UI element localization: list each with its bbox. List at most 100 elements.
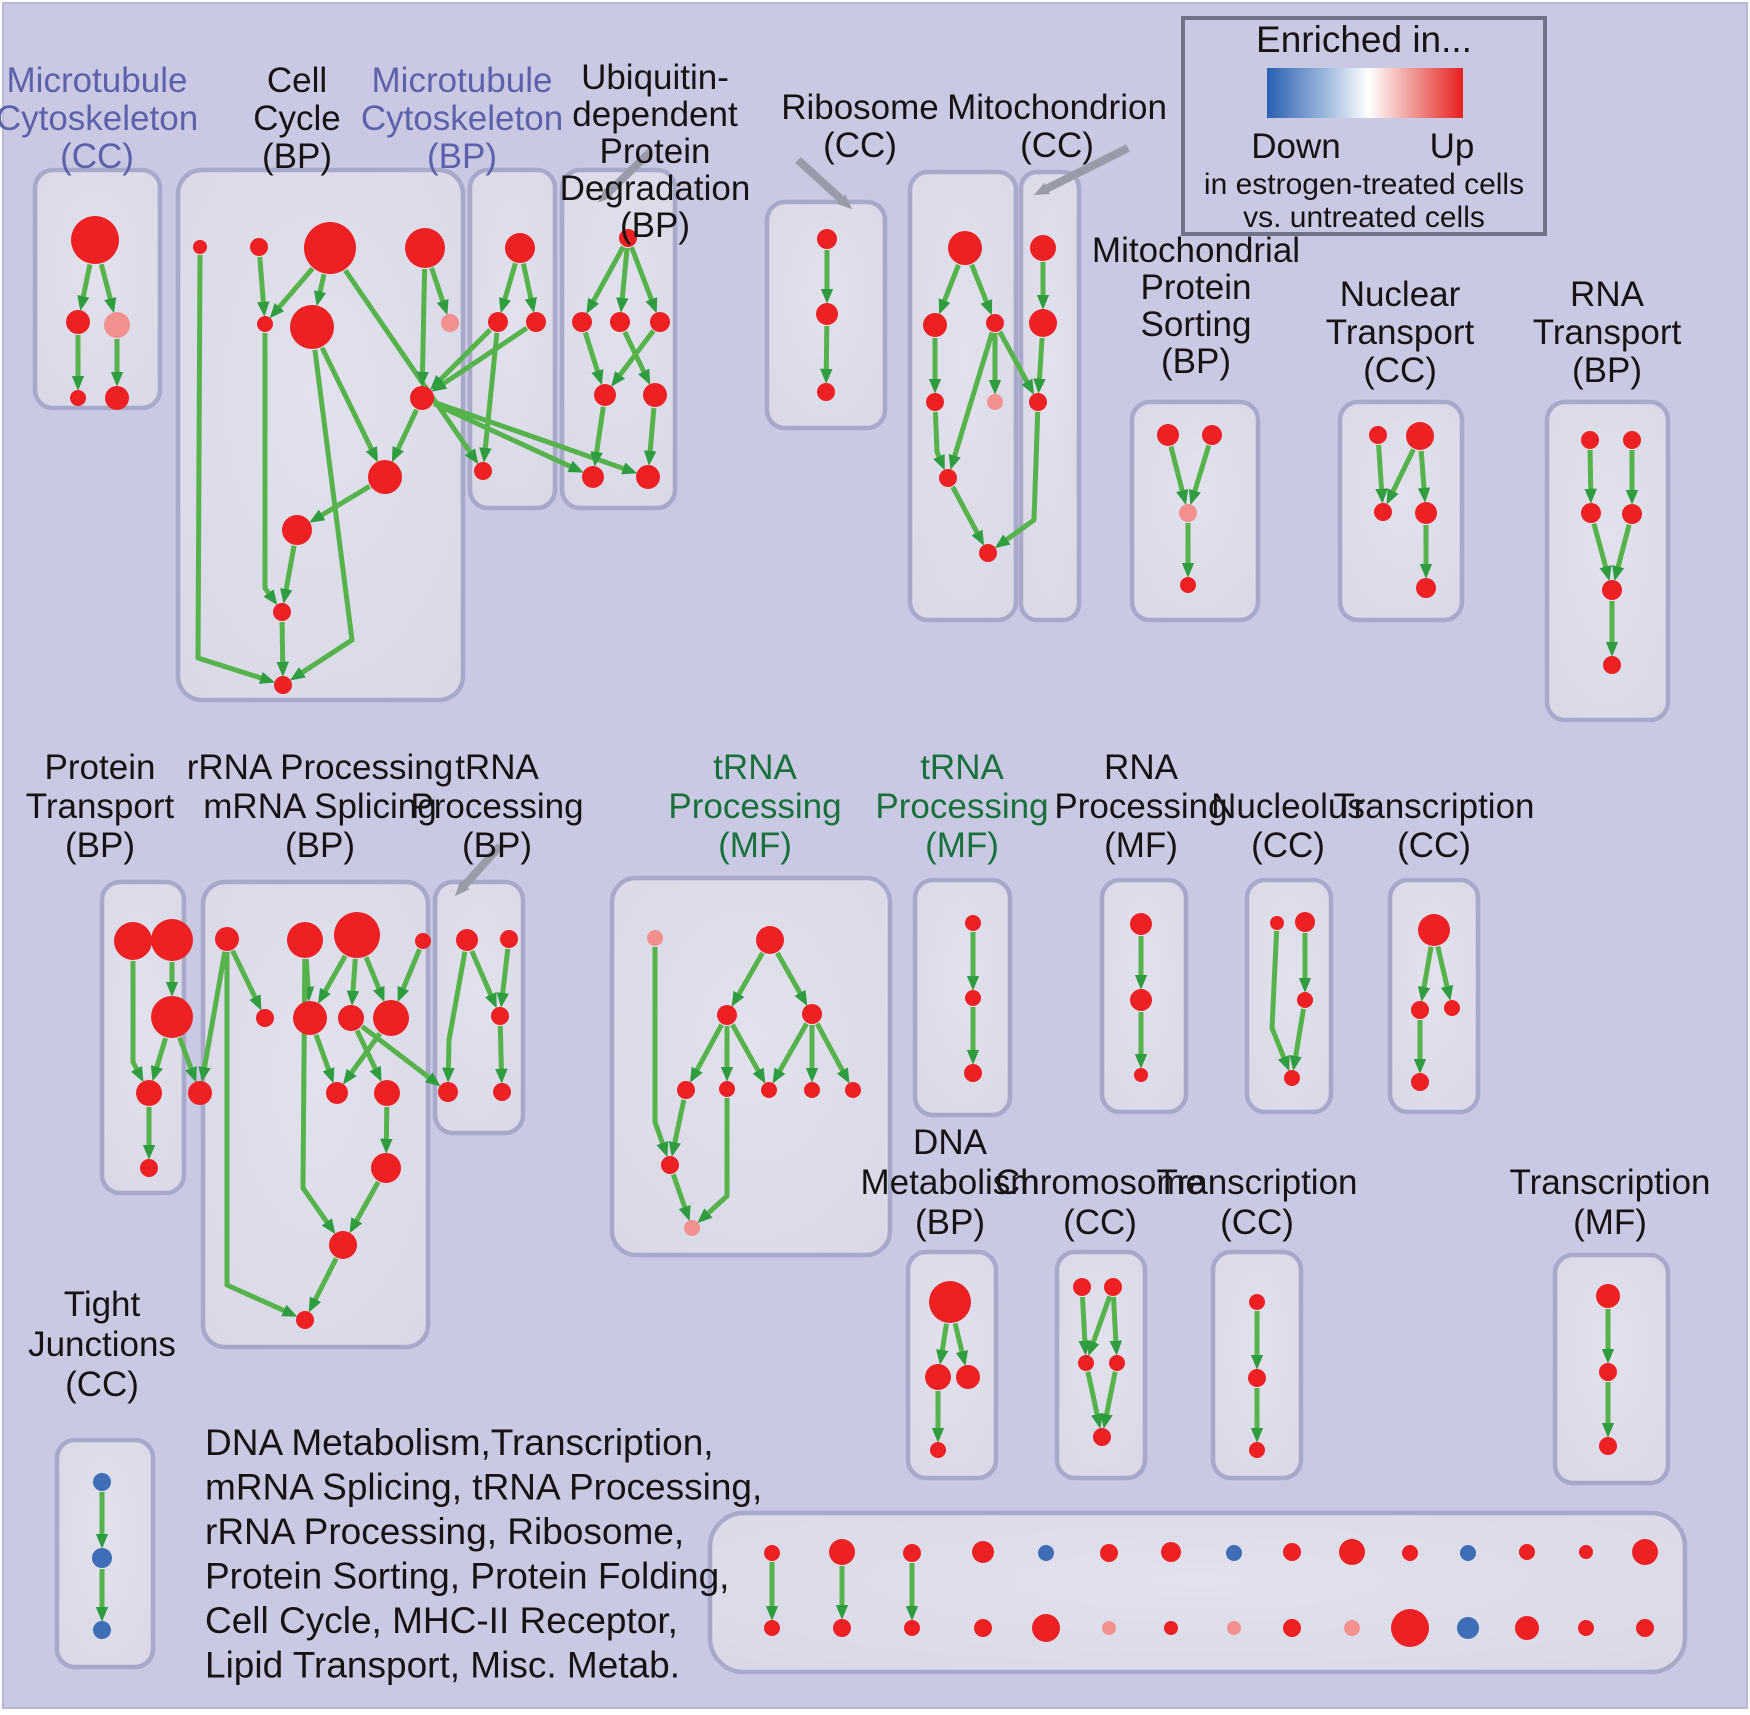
go-edge-arrow <box>586 245 626 314</box>
go-term-node-mps_m <box>1179 504 1197 522</box>
legend-up-label: Up <box>1430 127 1475 166</box>
go-term-node-rb_ll <box>926 393 944 411</box>
go-term-node-rr_n2 <box>287 922 323 958</box>
go-edge-arrow <box>952 1322 968 1367</box>
go-term-node-bb4b <box>974 1619 992 1637</box>
go-term-node-ub1_b2 <box>636 465 660 489</box>
go-term-node-dm_r <box>956 1365 980 1389</box>
go-term-node-rr_t1 <box>326 1082 348 1104</box>
go-term-node-tb_tr <box>500 930 518 948</box>
go-term-node-mtcc_br <box>105 386 129 410</box>
go-edge-arrow <box>1591 522 1612 582</box>
cluster-label-rp: RNA <box>1104 748 1179 787</box>
go-term-node-tj_1 <box>93 1473 111 1491</box>
go-term-node-bb15b <box>1636 1619 1654 1637</box>
go-term-node-cc_s1 <box>257 316 273 332</box>
go-term-node-tm1_b3 <box>761 1082 777 1098</box>
go-term-node-bb12b <box>1457 1617 1479 1639</box>
go-term-node-rt_mr <box>1622 504 1642 524</box>
go-edge-arrow <box>775 951 808 1006</box>
go-term-node-tmf_1 <box>1596 1284 1620 1308</box>
go-term-node-tc2_ml <box>1411 1001 1429 1019</box>
cluster-label-tb: (BP) <box>462 826 532 865</box>
go-term-node-bb6t <box>1100 1544 1118 1562</box>
go-edge-arrow <box>198 951 228 1082</box>
go-term-node-cc_w1 <box>368 460 402 494</box>
go-term-node-tb_m <box>491 1007 509 1025</box>
cluster-label-pt: (BP) <box>65 826 135 865</box>
go-term-node-rr_n1 <box>215 927 239 951</box>
go-edge-arrow <box>1584 449 1597 504</box>
legend-box <box>1181 16 1547 236</box>
go-edge-arrow <box>690 1023 724 1083</box>
cluster-label-tc2: (CC) <box>1397 826 1471 865</box>
legend-down-label: Down <box>1251 127 1340 166</box>
cluster-label-ub: dependent <box>572 95 738 134</box>
merged-clusters-text-line: DNA Metabolism,Transcription, <box>205 1422 714 1463</box>
go-term-node-tm2_2 <box>965 990 981 1006</box>
cluster-label-rr: rRNA Processing <box>187 748 453 787</box>
go-edge-arrow <box>670 1173 691 1222</box>
go-edge-arrow <box>820 325 833 384</box>
go-term-node-nt_tl <box>1369 426 1387 444</box>
merged-clusters-text-line: Cell Cycle, MHC-II Receptor, <box>205 1600 678 1641</box>
cluster-label-mt2: Cytoskeleton <box>361 99 563 138</box>
go-term-node-mtcc_mr <box>104 312 130 338</box>
go-edge-arrow <box>313 1034 335 1084</box>
go-term-node-rt_ml <box>1581 503 1601 523</box>
go-edge-arrow <box>936 1323 949 1365</box>
cluster-label-dm: DNA <box>913 1123 988 1162</box>
cluster-label-rt: Transport <box>1533 313 1682 352</box>
cluster-box-tm2 <box>912 877 1013 1118</box>
cluster-label-ch: (CC) <box>1063 1203 1137 1242</box>
go-term-node-mtcc_bl <box>70 390 86 406</box>
go-term-node-tc2_mr <box>1444 1000 1460 1016</box>
go-edge-arrow <box>590 406 606 467</box>
go-edge-arrow <box>1386 448 1416 505</box>
cluster-label-tm2: (MF) <box>925 826 999 865</box>
go-term-node-ub2_3 <box>817 383 835 401</box>
cluster-label-nt: (CC) <box>1363 351 1437 390</box>
go-term-node-nu_mr <box>1297 992 1313 1008</box>
go-term-node-tc2_top <box>1418 914 1450 946</box>
go-edge-arrow <box>1078 1296 1092 1356</box>
cluster-label-nu: Nucleolus <box>1211 787 1365 826</box>
go-term-node-dm_b <box>930 1442 946 1458</box>
go-edge-arrow <box>300 958 336 1235</box>
go-term-node-mt2_ml <box>488 312 508 332</box>
go-term-node-rb_pc <box>987 394 1003 410</box>
go-edge-arrow <box>772 1022 809 1084</box>
go-term-node-ub2_2 <box>816 303 838 325</box>
go-edge-arrow <box>319 346 378 463</box>
go-term-node-mi_top <box>1030 235 1056 261</box>
merged-clusters-text-line: Protein Sorting, Protein Folding, <box>205 1556 729 1597</box>
merged-clusters-text-line: mRNA Splicing, tRNA Processing, <box>205 1467 762 1508</box>
go-term-node-tc3_2 <box>1248 1369 1266 1387</box>
go-term-node-tm1_b2 <box>719 1081 735 1097</box>
go-term-node-cc_s3 <box>441 314 459 332</box>
go-edge-arrow <box>269 266 315 319</box>
go-edge-arrow <box>397 948 422 1003</box>
go-term-node-nu_tr <box>1295 912 1315 932</box>
cluster-label-mt2: (BP) <box>427 137 497 176</box>
go-term-node-ub1_u1 <box>572 312 592 332</box>
go-term-node-pt_tl <box>114 922 152 960</box>
go-term-node-ub2_1 <box>817 229 837 249</box>
cluster-label-mito: Mitochondrion <box>947 88 1167 127</box>
go-term-node-bb7b <box>1164 1621 1178 1635</box>
label-pointer-arrows <box>454 144 1130 897</box>
go-term-node-ub1_u2 <box>610 312 630 332</box>
go-term-node-rr_t2 <box>374 1080 400 1106</box>
label-pointer-arrow <box>454 843 503 897</box>
cluster-label-tb: Processing <box>410 787 583 826</box>
cluster-box-dm <box>905 1249 999 1481</box>
go-term-node-bb14b <box>1578 1620 1594 1636</box>
cluster-box-cc <box>175 167 466 703</box>
cluster-label-cc: Cell <box>267 61 327 100</box>
go-term-node-bb3t <box>903 1544 921 1562</box>
go-edge-arrow <box>495 1025 508 1084</box>
cluster-label-tc3: Transcription <box>1157 1163 1358 1202</box>
cluster-label-mito: (CC) <box>1020 126 1094 165</box>
go-term-node-mps_b <box>1180 577 1196 593</box>
